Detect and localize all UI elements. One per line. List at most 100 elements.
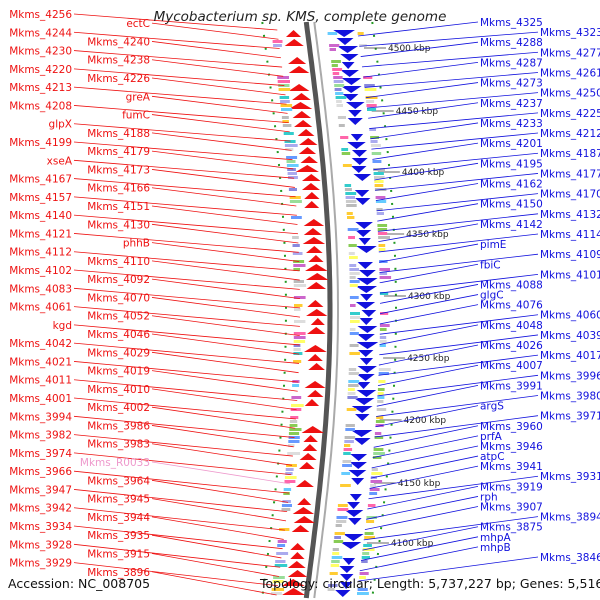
reverse-gene-arrow bbox=[350, 430, 373, 437]
label-connector bbox=[375, 183, 479, 201]
reverse-gene-arrow bbox=[336, 38, 354, 45]
label-connector bbox=[374, 415, 539, 438]
forward-gene-arrow bbox=[285, 30, 302, 37]
feature-block bbox=[365, 96, 378, 99]
forward-gene-arrow bbox=[282, 588, 306, 595]
gene-label: Mkms_4114 bbox=[540, 229, 600, 241]
forward-gene-arrow bbox=[299, 462, 315, 469]
feature-block bbox=[375, 196, 386, 199]
feature-block bbox=[287, 168, 296, 171]
reverse-gene-arrow bbox=[358, 238, 371, 245]
reverse-gene-arrow bbox=[355, 230, 372, 237]
feature-block bbox=[340, 484, 351, 487]
feature-block bbox=[341, 472, 351, 475]
feature-block bbox=[349, 284, 358, 287]
feature-block bbox=[337, 504, 348, 507]
forward-gene-arrow bbox=[301, 183, 320, 190]
label-connector bbox=[73, 324, 300, 346]
feature-block bbox=[279, 528, 290, 531]
feature-block bbox=[361, 560, 368, 563]
feature-block bbox=[327, 32, 338, 35]
feature-block bbox=[348, 252, 355, 255]
label-connector bbox=[369, 112, 539, 129]
gene-label: fumC bbox=[122, 110, 150, 122]
gene-label: phhB bbox=[123, 238, 150, 250]
reverse-gene-arrow bbox=[340, 86, 362, 93]
reverse-gene-arrow bbox=[349, 494, 362, 501]
feature-block bbox=[344, 184, 352, 187]
forward-gene-arrow bbox=[299, 138, 318, 145]
feature-block bbox=[378, 244, 386, 247]
feature-block bbox=[373, 172, 384, 175]
feature-block bbox=[341, 148, 349, 151]
label-connector bbox=[373, 425, 479, 448]
reverse-gene-arrow bbox=[339, 566, 355, 573]
forward-gene-arrow bbox=[297, 498, 312, 505]
label-connector bbox=[73, 525, 283, 550]
label-connector bbox=[367, 485, 479, 510]
forward-gene-arrow bbox=[284, 39, 304, 46]
feature-block bbox=[286, 164, 299, 167]
feature-block bbox=[370, 484, 377, 487]
feature-block bbox=[350, 304, 356, 307]
label-connector bbox=[73, 159, 295, 179]
feature-block bbox=[331, 60, 341, 63]
reverse-gene-arrow bbox=[340, 582, 353, 589]
feature-block bbox=[379, 344, 386, 347]
label-connector bbox=[151, 114, 290, 133]
tick-layer: 4500 kbp 4450 kbp 4400 kbp 4350 kbp 4300 kbp… bbox=[261, 21, 451, 599]
feature-block bbox=[344, 188, 352, 191]
feature-block bbox=[377, 388, 385, 391]
feature-block bbox=[379, 336, 387, 339]
label-connector bbox=[151, 516, 284, 540]
gene-label: kgd bbox=[53, 320, 72, 332]
forward-gene-arrow bbox=[304, 399, 320, 406]
reverse-gene-arrow bbox=[354, 190, 370, 197]
label-connector bbox=[378, 233, 539, 253]
reverse-gene-arrow bbox=[355, 414, 370, 421]
label-connector bbox=[375, 405, 479, 428]
label-connector bbox=[73, 31, 280, 49]
label-connector bbox=[378, 344, 479, 366]
gene-label: Mkms_4130 bbox=[87, 219, 150, 231]
gene-label: Mkms_3971 bbox=[540, 411, 600, 423]
feature-block bbox=[364, 536, 375, 539]
feature-block bbox=[349, 352, 360, 355]
feature-block bbox=[288, 188, 297, 191]
reverse-gene-arrow bbox=[335, 590, 351, 597]
label-connector bbox=[73, 178, 296, 198]
forward-gene-arrow bbox=[304, 381, 326, 388]
feature-block bbox=[363, 544, 372, 547]
feature-block bbox=[377, 228, 388, 231]
feature-block bbox=[289, 428, 302, 431]
gene-label: Mkms_4017 bbox=[540, 350, 600, 362]
feature-block bbox=[282, 120, 289, 123]
feature-block bbox=[284, 476, 297, 479]
label-connector bbox=[379, 324, 479, 345]
label-connector bbox=[151, 370, 298, 392]
feature-block bbox=[272, 40, 283, 43]
label-connector bbox=[151, 95, 288, 114]
feature-block bbox=[332, 72, 340, 75]
gene-label: Mkms_4029 bbox=[87, 347, 150, 359]
feature-block bbox=[333, 76, 343, 79]
feature-block bbox=[349, 328, 356, 331]
feature-block bbox=[378, 372, 389, 375]
feature-block bbox=[332, 68, 343, 71]
feature-block bbox=[291, 404, 304, 407]
feature-block bbox=[357, 588, 368, 591]
forward-gene-arrow bbox=[307, 300, 324, 307]
feature-block bbox=[344, 436, 356, 439]
reverse-gene-arrow bbox=[356, 382, 371, 389]
label-connector bbox=[378, 223, 479, 243]
gene-label: Mkms_4220 bbox=[9, 64, 72, 76]
reverse-gene-arrow bbox=[342, 558, 356, 565]
feature-block bbox=[271, 588, 285, 591]
gene-label: Mkms_4256 bbox=[9, 9, 72, 21]
gene-label: glpX bbox=[49, 119, 72, 131]
feature-block bbox=[283, 488, 292, 491]
feature-block bbox=[357, 592, 369, 595]
forward-gene-arrow bbox=[293, 516, 315, 523]
gene-label: Mkms_3934 bbox=[9, 521, 72, 533]
